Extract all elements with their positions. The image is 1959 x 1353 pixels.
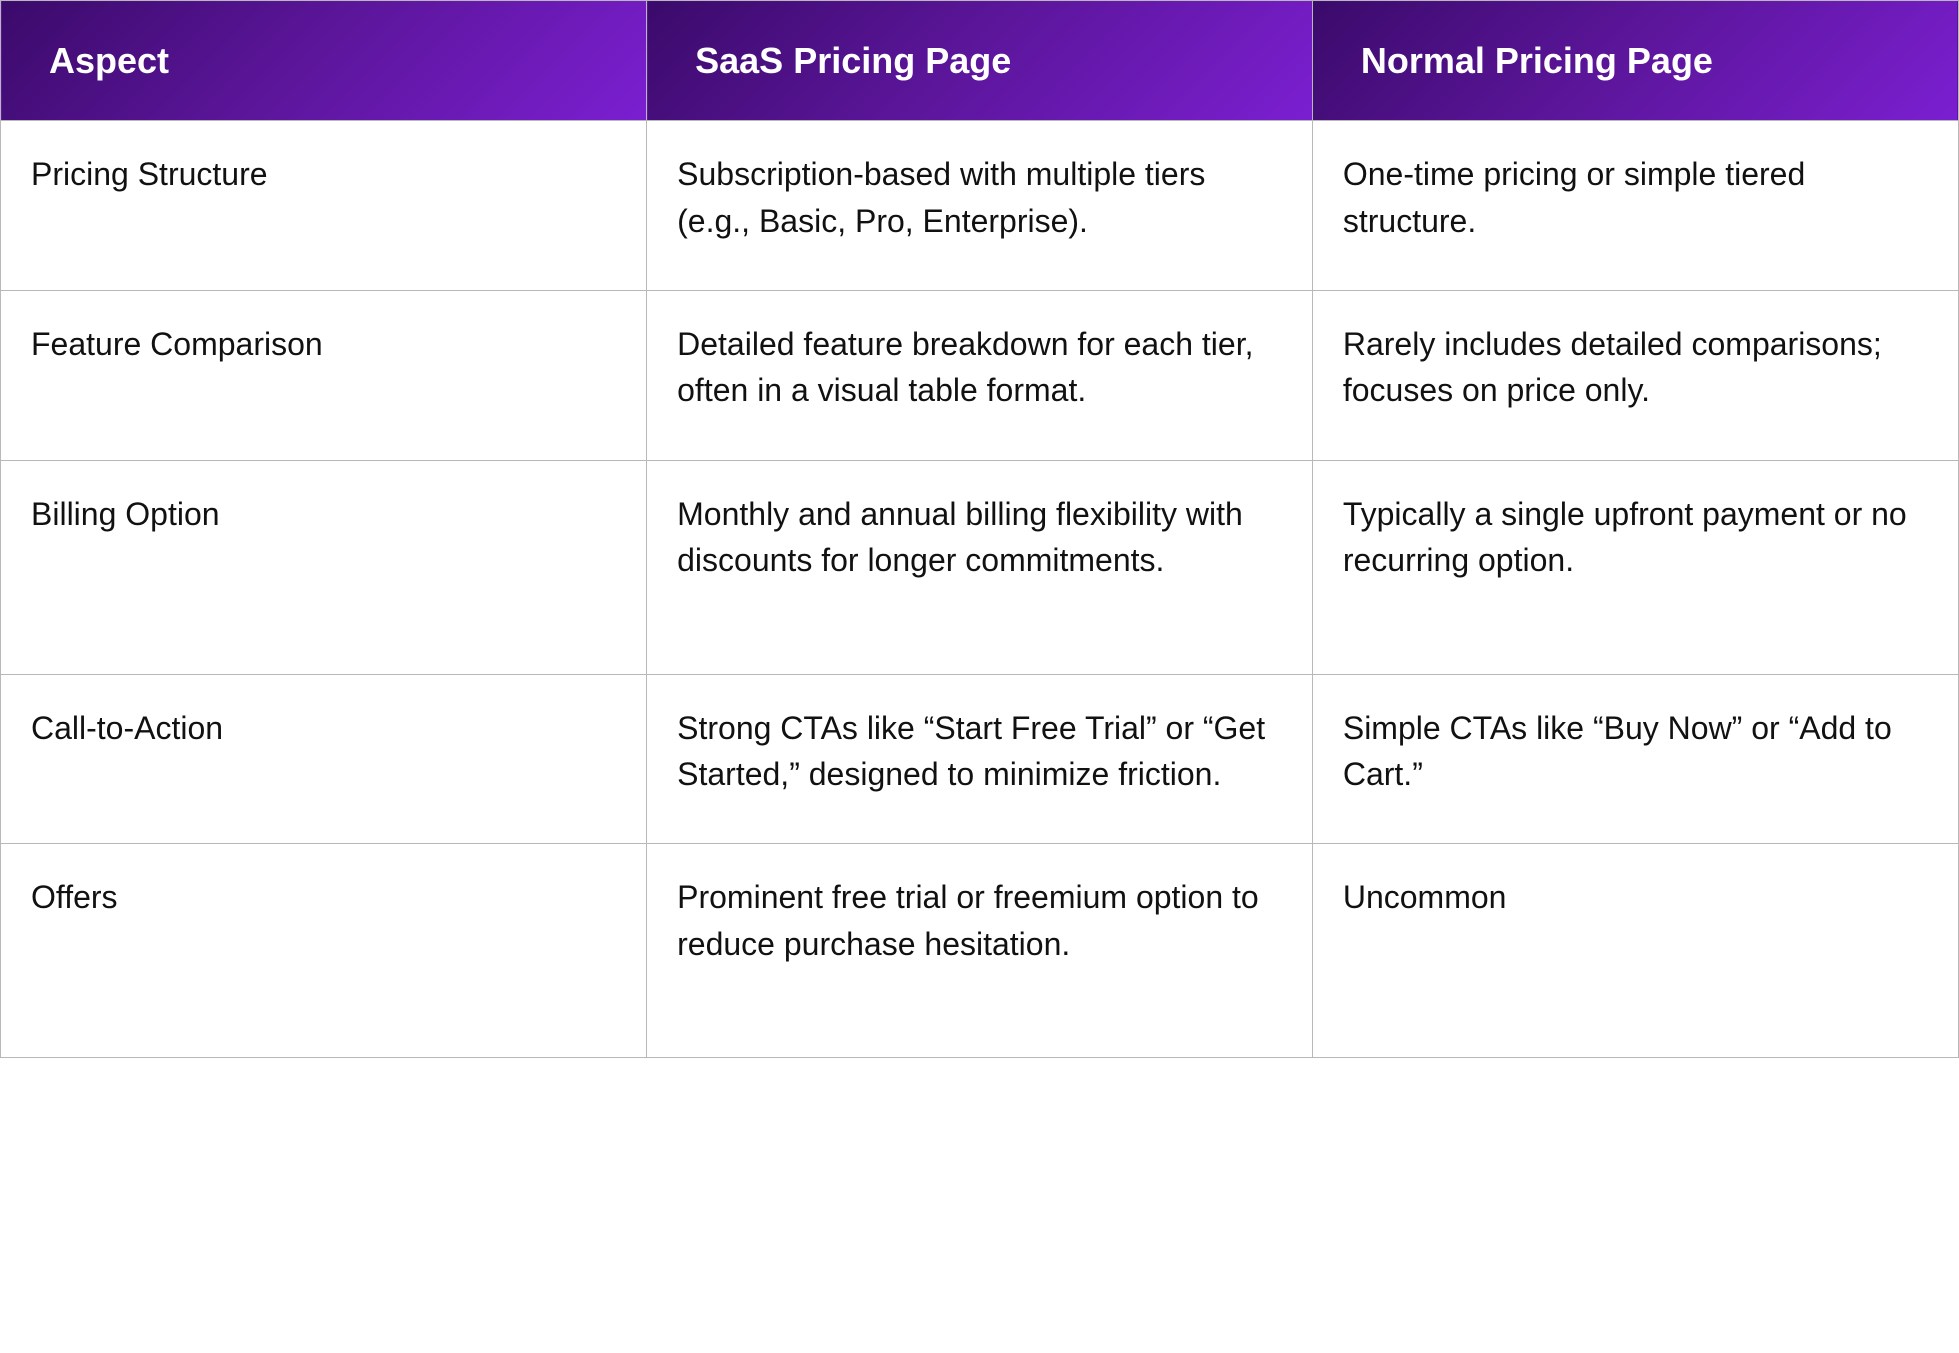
table-row: Feature Comparison Detailed feature brea… <box>1 290 1959 460</box>
cell-saas: Strong CTAs like “Start Free Trial” or “… <box>647 674 1313 844</box>
cell-normal: Uncommon <box>1312 844 1958 1058</box>
cell-aspect: Offers <box>1 844 647 1058</box>
table-row: Pricing Structure Subscription-based wit… <box>1 121 1959 291</box>
cell-saas: Monthly and annual billing flexibility w… <box>647 460 1313 674</box>
comparison-table-page: Aspect SaaS Pricing Page Normal Pricing … <box>0 0 1959 1353</box>
cell-saas: Prominent free trial or freemium option … <box>647 844 1313 1058</box>
comparison-table: Aspect SaaS Pricing Page Normal Pricing … <box>0 0 1959 1058</box>
cell-aspect: Call-to-Action <box>1 674 647 844</box>
table-row: Offers Prominent free trial or freemium … <box>1 844 1959 1058</box>
cell-aspect: Pricing Structure <box>1 121 647 291</box>
table-body: Pricing Structure Subscription-based wit… <box>1 121 1959 1058</box>
table-header: Aspect SaaS Pricing Page Normal Pricing … <box>1 1 1959 121</box>
cell-aspect: Billing Option <box>1 460 647 674</box>
cell-saas: Detailed feature breakdown for each tier… <box>647 290 1313 460</box>
cell-saas: Subscription-based with multiple tiers (… <box>647 121 1313 291</box>
col-header-normal: Normal Pricing Page <box>1312 1 1958 121</box>
col-header-aspect: Aspect <box>1 1 647 121</box>
cell-normal: Simple CTAs like “Buy Now” or “Add to Ca… <box>1312 674 1958 844</box>
cell-normal: One-time pricing or simple tiered struct… <box>1312 121 1958 291</box>
cell-aspect: Feature Comparison <box>1 290 647 460</box>
table-row: Call-to-Action Strong CTAs like “Start F… <box>1 674 1959 844</box>
table-row: Billing Option Monthly and annual billin… <box>1 460 1959 674</box>
cell-normal: Typically a single upfront payment or no… <box>1312 460 1958 674</box>
table-header-row: Aspect SaaS Pricing Page Normal Pricing … <box>1 1 1959 121</box>
col-header-saas: SaaS Pricing Page <box>647 1 1313 121</box>
cell-normal: Rarely includes detailed comparisons; fo… <box>1312 290 1958 460</box>
